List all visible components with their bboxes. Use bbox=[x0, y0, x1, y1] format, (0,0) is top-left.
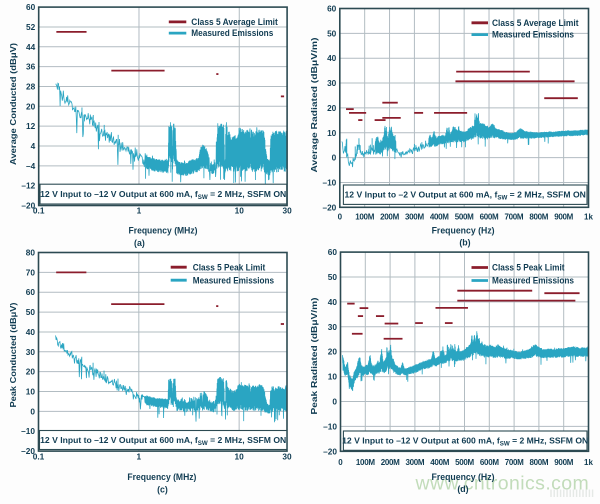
svg-text:Measured Emissions: Measured Emissions bbox=[492, 276, 574, 286]
svg-text:Measured Emissions: Measured Emissions bbox=[191, 28, 273, 38]
svg-text:40: 40 bbox=[328, 297, 338, 307]
svg-text:Frequency (Hz): Frequency (Hz) bbox=[432, 226, 495, 236]
svg-text:1: 1 bbox=[137, 206, 142, 216]
svg-text:300M: 300M bbox=[405, 458, 424, 467]
svg-text:–4: –4 bbox=[26, 161, 36, 171]
svg-text:Frequency (MHz): Frequency (MHz) bbox=[127, 472, 196, 482]
svg-text:50: 50 bbox=[328, 272, 338, 282]
svg-text:60: 60 bbox=[327, 4, 337, 14]
svg-text:12 V Input to –12 V Output at: 12 V Input to –12 V Output at 600 mA, fS… bbox=[342, 436, 588, 448]
svg-text:60: 60 bbox=[26, 287, 36, 297]
svg-text:Class 5 Peak Limit: Class 5 Peak Limit bbox=[193, 262, 265, 272]
svg-text:300M: 300M bbox=[405, 213, 424, 222]
svg-text:100M: 100M bbox=[356, 458, 375, 467]
svg-text:–20: –20 bbox=[21, 201, 35, 211]
svg-text:60: 60 bbox=[26, 2, 36, 12]
svg-text:40: 40 bbox=[26, 327, 36, 337]
svg-text:44: 44 bbox=[26, 42, 36, 52]
svg-text:Average Conducted (dBμV): Average Conducted (dBμV) bbox=[8, 43, 18, 165]
svg-text:20: 20 bbox=[26, 367, 36, 377]
svg-text:400M: 400M bbox=[430, 213, 449, 222]
svg-text:0: 0 bbox=[30, 406, 35, 416]
svg-text:40: 40 bbox=[327, 53, 337, 63]
svg-text:Measured Emissions: Measured Emissions bbox=[492, 30, 574, 40]
svg-text:0: 0 bbox=[332, 397, 337, 407]
svg-text:50: 50 bbox=[26, 307, 36, 317]
svg-text:30: 30 bbox=[282, 452, 292, 462]
svg-text:10: 10 bbox=[26, 387, 36, 397]
svg-text:Average Radiated (dBμV/m): Average Radiated (dBμV/m) bbox=[309, 37, 319, 172]
svg-text:1: 1 bbox=[137, 452, 142, 462]
svg-text:10: 10 bbox=[235, 452, 245, 462]
svg-text:–10: –10 bbox=[323, 421, 337, 431]
svg-text:–20: –20 bbox=[323, 446, 337, 456]
svg-text:1k: 1k bbox=[584, 458, 593, 467]
svg-text:500M: 500M bbox=[455, 458, 474, 467]
svg-text:30: 30 bbox=[328, 322, 338, 332]
svg-text:800M: 800M bbox=[529, 213, 548, 222]
svg-text:0: 0 bbox=[338, 213, 343, 222]
svg-text:28: 28 bbox=[26, 81, 36, 91]
svg-text:70: 70 bbox=[26, 267, 36, 277]
svg-text:(a): (a) bbox=[134, 238, 145, 248]
svg-text:900M: 900M bbox=[554, 213, 573, 222]
svg-text:–10: –10 bbox=[322, 177, 336, 187]
svg-text:www.cntronics.com: www.cntronics.com bbox=[415, 473, 590, 495]
svg-text:500M: 500M bbox=[455, 213, 474, 222]
svg-text:700M: 700M bbox=[505, 458, 524, 467]
svg-text:–12: –12 bbox=[21, 181, 35, 191]
svg-text:30: 30 bbox=[26, 347, 36, 357]
svg-text:20: 20 bbox=[26, 101, 36, 111]
svg-text:36: 36 bbox=[26, 62, 36, 72]
svg-text:12 V Input to –12 V Output at: 12 V Input to –12 V Output at 600 mA, fS… bbox=[40, 189, 286, 201]
svg-text:20: 20 bbox=[327, 103, 337, 113]
svg-text:12: 12 bbox=[26, 121, 36, 131]
svg-text:Class 5 Average Limit: Class 5 Average Limit bbox=[191, 17, 278, 27]
svg-text:1k: 1k bbox=[584, 213, 593, 222]
svg-text:4: 4 bbox=[31, 141, 36, 151]
svg-text:Class 5 Peak Limit: Class 5 Peak Limit bbox=[492, 263, 565, 273]
svg-text:–20: –20 bbox=[322, 202, 336, 212]
svg-text:52: 52 bbox=[26, 22, 36, 32]
svg-text:900M: 900M bbox=[554, 458, 573, 467]
svg-text:400M: 400M bbox=[430, 458, 449, 467]
svg-text:0.1: 0.1 bbox=[33, 206, 45, 216]
svg-text:0.1: 0.1 bbox=[33, 452, 45, 462]
svg-text:0: 0 bbox=[338, 458, 343, 467]
svg-text:800M: 800M bbox=[529, 458, 548, 467]
svg-text:600M: 600M bbox=[480, 458, 499, 467]
svg-text:Measured Emissions: Measured Emissions bbox=[193, 275, 274, 285]
svg-text:60: 60 bbox=[328, 247, 338, 257]
svg-text:20: 20 bbox=[328, 347, 338, 357]
svg-text:Peak Radiated (dBμV/m): Peak Radiated (dBμV/m) bbox=[309, 297, 319, 414]
svg-text:Frequency (MHz): Frequency (MHz) bbox=[129, 226, 198, 236]
svg-text:0: 0 bbox=[332, 153, 337, 163]
svg-text:10: 10 bbox=[235, 206, 245, 216]
svg-text:700M: 700M bbox=[504, 213, 523, 222]
svg-text:Peak Conducted (dBμV): Peak Conducted (dBμV) bbox=[8, 302, 18, 407]
svg-text:200M: 200M bbox=[380, 213, 399, 222]
svg-text:12 V Input to –12 V Output at: 12 V Input to –12 V Output at 600 mA, fS… bbox=[40, 435, 286, 447]
svg-text:10: 10 bbox=[327, 128, 337, 138]
svg-text:(c): (c) bbox=[157, 484, 168, 494]
svg-text:(b): (b) bbox=[459, 238, 470, 248]
svg-text:10: 10 bbox=[328, 372, 338, 382]
svg-text:Frequency (Hz): Frequency (Hz) bbox=[432, 472, 495, 482]
svg-text:30: 30 bbox=[282, 206, 292, 216]
svg-text:80: 80 bbox=[26, 248, 36, 258]
svg-text:100M: 100M bbox=[355, 213, 374, 222]
svg-text:600M: 600M bbox=[480, 213, 499, 222]
svg-text:12 V Input to –2 V Output at 6: 12 V Input to –2 V Output at 600 mA, fSW… bbox=[345, 190, 586, 202]
svg-text:Class 5 Average Limit: Class 5 Average Limit bbox=[492, 18, 579, 28]
svg-text:–10: –10 bbox=[21, 426, 35, 436]
svg-text:–20: –20 bbox=[21, 446, 35, 456]
svg-text:200M: 200M bbox=[381, 458, 400, 467]
svg-text:(d): (d) bbox=[457, 484, 468, 494]
svg-text:30: 30 bbox=[327, 78, 337, 88]
svg-text:50: 50 bbox=[327, 28, 337, 38]
